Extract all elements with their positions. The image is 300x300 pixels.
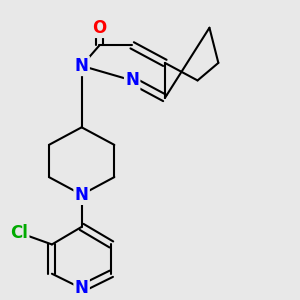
Text: N: N — [75, 279, 88, 297]
Text: Cl: Cl — [10, 224, 28, 242]
Text: N: N — [75, 57, 88, 75]
Text: N: N — [75, 186, 88, 204]
Text: N: N — [125, 71, 139, 89]
Text: O: O — [92, 19, 106, 37]
